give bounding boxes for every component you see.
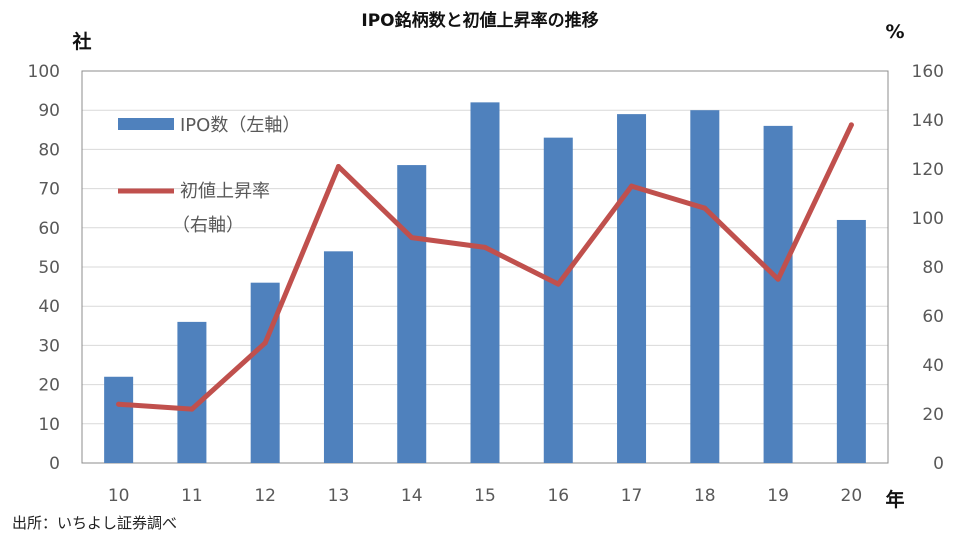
legend-bar-label: IPO数（左軸）	[180, 115, 300, 136]
left-tick-label: 100	[28, 62, 60, 82]
bar	[836, 219, 866, 463]
bar	[617, 114, 647, 464]
x-tick-label: 15	[474, 486, 496, 506]
bar	[690, 110, 720, 463]
x-tick-label: 16	[547, 486, 569, 506]
left-tick-label: 10	[38, 415, 60, 435]
left-tick-label: 60	[38, 219, 60, 239]
x-tick-label: 20	[841, 486, 863, 506]
legend: IPO数（左軸） 初値上昇率 （右軸）	[118, 115, 300, 236]
right-tick-label: 0	[933, 454, 944, 474]
x-tick-label: 14	[401, 486, 423, 506]
x-tick-label: 19	[767, 486, 789, 506]
line-point	[629, 183, 635, 189]
left-axis-unit: 社	[71, 30, 91, 53]
line-point	[848, 122, 854, 128]
left-tick-label: 30	[38, 336, 60, 356]
x-tick-label: 13	[328, 486, 350, 506]
line-point	[482, 244, 488, 250]
line-point	[555, 281, 561, 287]
right-tick-label: 120	[912, 160, 944, 180]
legend-bar-swatch	[118, 118, 174, 130]
x-tick-label: 11	[181, 486, 203, 506]
bar	[104, 376, 134, 463]
x-axis-unit: 年	[885, 488, 904, 511]
line-point	[335, 164, 341, 170]
x-tick-label: 17	[621, 486, 643, 506]
left-tick-label: 20	[38, 376, 60, 396]
x-axis-ticks: 10 11 12 13 14 15 16 17 18 19 20	[108, 486, 862, 506]
left-tick-label: 80	[38, 140, 60, 160]
left-tick-label: 50	[38, 258, 60, 278]
right-tick-label: 100	[912, 209, 944, 229]
line-point	[262, 340, 268, 346]
left-tick-label: 70	[38, 180, 60, 200]
right-tick-label: 160	[912, 62, 944, 82]
right-tick-label: 140	[912, 111, 944, 131]
line-point	[116, 401, 122, 407]
line-point	[409, 235, 415, 241]
right-tick-label: 80	[922, 258, 944, 278]
bar	[763, 125, 793, 463]
x-tick-label: 10	[108, 486, 130, 506]
right-axis-ticks: 0 20 40 60 80 100 120 140 160	[912, 62, 944, 474]
bar	[543, 137, 573, 463]
right-tick-label: 20	[922, 405, 944, 425]
bar	[470, 102, 500, 464]
source-note: 出所：いちよし証券調べ	[12, 514, 178, 532]
x-tick-label: 18	[694, 486, 716, 506]
bar	[177, 321, 207, 463]
left-axis-ticks: 0 10 20 30 40 50 60 70 80 90 100	[28, 62, 60, 474]
bar	[323, 251, 353, 463]
left-tick-label: 0	[49, 454, 60, 474]
bar	[397, 165, 427, 463]
left-tick-label: 40	[38, 297, 60, 317]
legend-line-label: 初値上昇率	[180, 181, 270, 202]
left-tick-label: 90	[38, 101, 60, 121]
line-point	[702, 205, 708, 211]
line-point	[189, 406, 195, 412]
bar-series	[104, 102, 866, 464]
right-axis-unit: %	[885, 21, 904, 43]
legend-line-label-axis: （右軸）	[172, 215, 244, 236]
bar	[250, 282, 280, 463]
right-tick-label: 60	[922, 307, 944, 327]
line-series	[116, 122, 854, 412]
x-tick-label: 12	[254, 486, 276, 506]
chart-title: IPO銘柄数と初値上昇率の推移	[361, 10, 598, 31]
line-point	[775, 276, 781, 282]
right-tick-label: 40	[922, 356, 944, 376]
